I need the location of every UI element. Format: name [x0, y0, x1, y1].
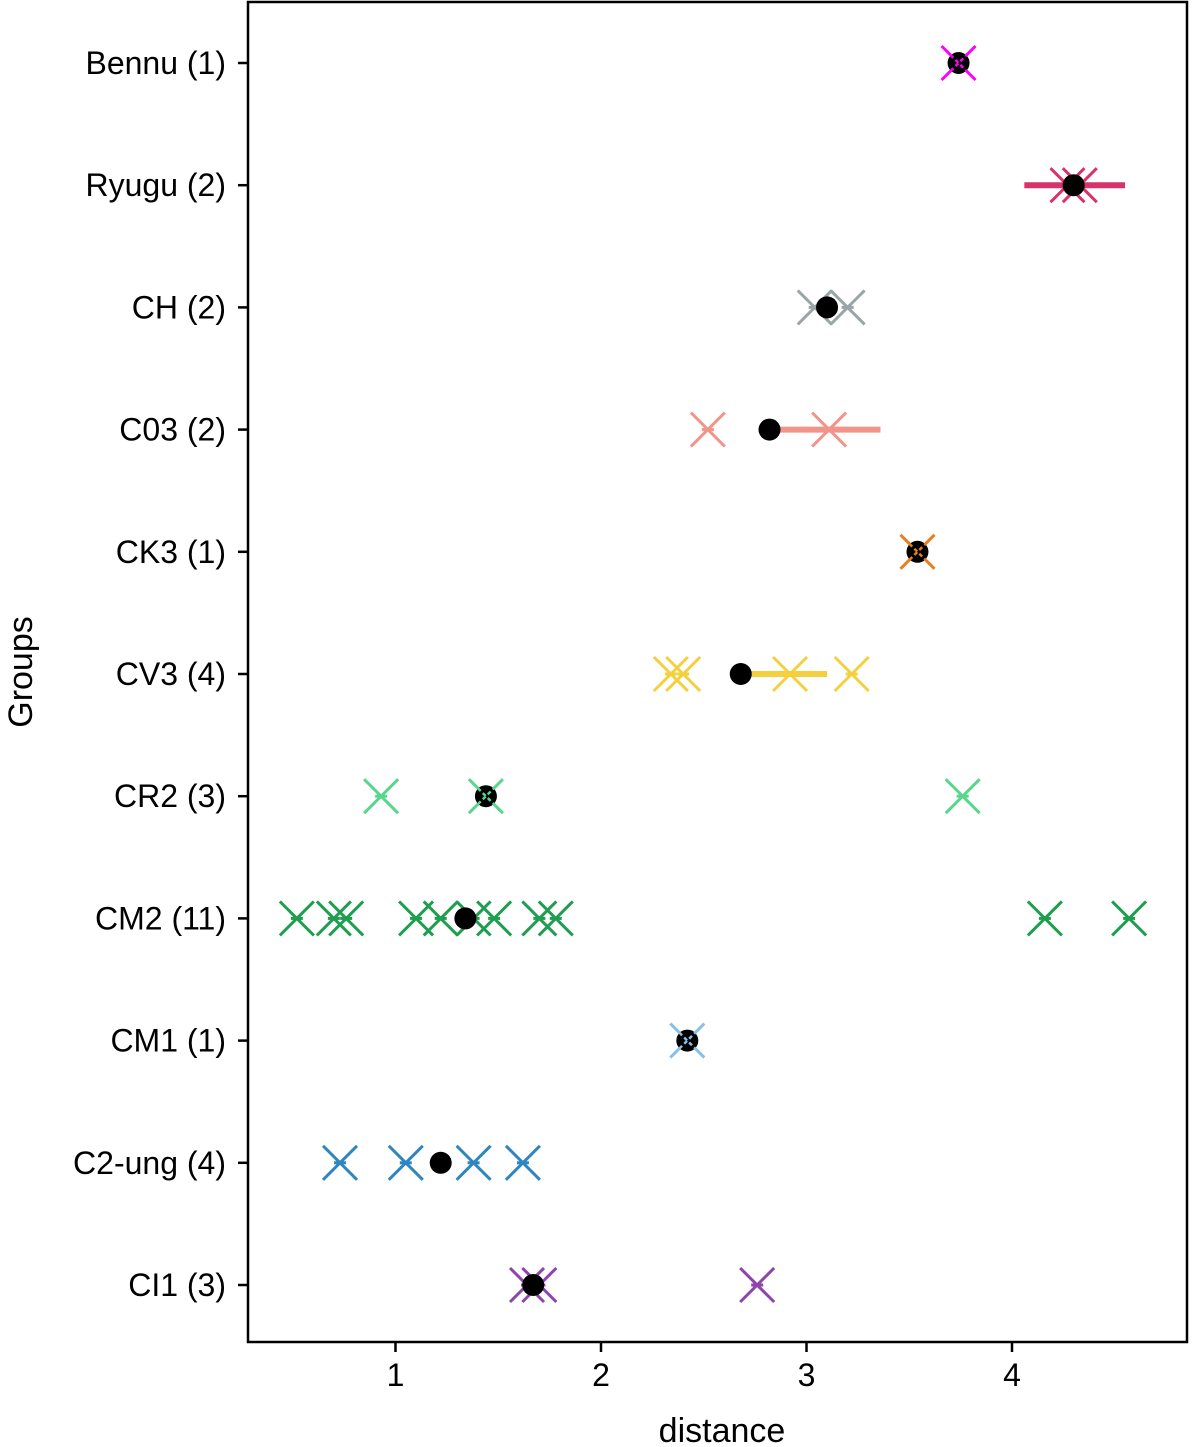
data-point	[739, 1266, 776, 1304]
y-tick-label: Ryugu (2)	[86, 167, 227, 203]
data-point	[521, 900, 558, 937]
data-point	[363, 778, 400, 815]
data-marks	[278, 44, 1148, 1304]
data-point	[328, 900, 365, 937]
y-ticks: Bennu (1) Ryugu (2) CH (2) C03 (2) CK3 (1) CV…	[73, 45, 248, 1303]
y-tick-label: C03 (2)	[119, 412, 226, 448]
data-point	[1111, 900, 1148, 937]
data-point	[652, 655, 689, 693]
y-tick-label: CV3 (4)	[116, 656, 226, 692]
data-point	[1026, 900, 1063, 937]
data-point-overlay	[944, 49, 973, 77]
mean-marker	[816, 296, 839, 319]
x-tick-label: 1	[387, 1357, 405, 1393]
y-tick-label: C2-ung (4)	[73, 1145, 226, 1181]
mean-marker	[758, 418, 781, 441]
x-tick-label: 3	[798, 1357, 816, 1393]
y-tick-label: Bennu (1)	[85, 45, 226, 81]
data-point	[321, 1144, 359, 1181]
y-tick-label: CM2 (11)	[95, 900, 226, 936]
data-point	[504, 1144, 541, 1181]
mean-marker	[429, 1151, 452, 1174]
y-tick-label: CR2 (3)	[114, 778, 226, 814]
x-tick-label: 2	[592, 1357, 610, 1393]
data-point	[829, 289, 866, 326]
mean-marker	[1062, 174, 1085, 197]
x-axis-label: distance	[659, 1412, 786, 1447]
plot-frame	[246, 0, 1189, 1344]
data-point	[665, 655, 702, 693]
data-point	[537, 900, 574, 937]
data-point	[455, 1144, 492, 1181]
mean-marker	[454, 907, 477, 930]
data-point	[833, 655, 870, 693]
y-tick-label: CI1 (3)	[128, 1267, 226, 1303]
y-tick-label: CM1 (1)	[110, 1023, 226, 1059]
data-point-overlay	[903, 537, 932, 566]
y-axis-label: Groups	[2, 616, 40, 728]
data-point	[422, 900, 459, 937]
data-point	[811, 411, 848, 448]
data-point	[771, 655, 809, 693]
x-tick-label: 4	[1003, 1357, 1021, 1393]
data-point	[689, 411, 726, 448]
x-ticks: 1 2 3 4	[387, 1342, 1021, 1393]
y-tick-label: CK3 (1)	[116, 534, 226, 570]
data-point	[387, 1144, 424, 1181]
y-tick-label: CH (2)	[132, 289, 226, 325]
data-point	[278, 900, 315, 937]
data-point	[315, 900, 352, 937]
mean-marker	[522, 1274, 545, 1296]
mean-marker	[729, 663, 752, 685]
data-point	[944, 778, 981, 815]
data-point-overlay	[673, 1026, 702, 1055]
data-point	[476, 900, 513, 937]
data-point-overlay	[472, 782, 500, 811]
